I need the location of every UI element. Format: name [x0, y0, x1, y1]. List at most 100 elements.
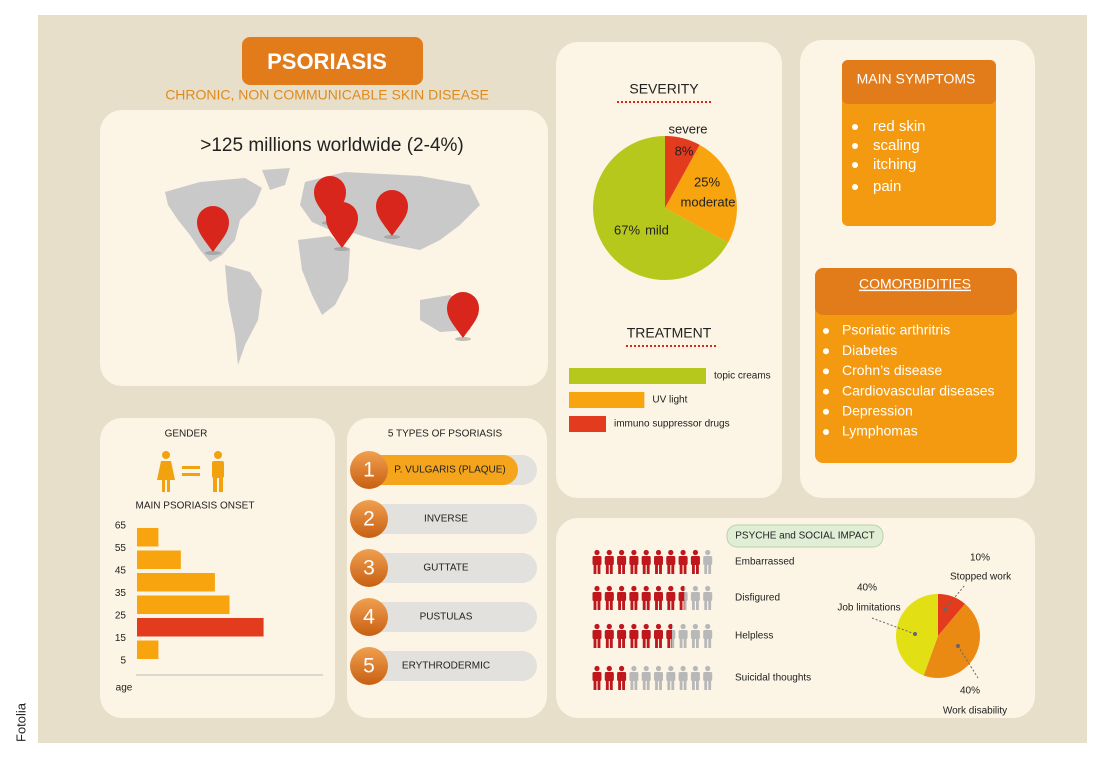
bar-label: immuno suppressor drugs [614, 419, 730, 430]
bullet [852, 162, 858, 168]
y-tick-label: 65 [115, 521, 127, 532]
bar [137, 640, 159, 659]
leader-dot [943, 607, 947, 611]
bullet [852, 184, 858, 190]
slice-label: moderate [681, 194, 736, 209]
treatment-title: TREATMENT [627, 325, 712, 341]
leader-dot [956, 644, 960, 648]
pie-slice [665, 136, 700, 208]
bar-label: UV light [652, 395, 687, 406]
slice-label: Stopped work [950, 572, 1012, 583]
slice-value: 40% [960, 686, 980, 697]
subtitle: CHRONIC, NON COMMUNICABLE SKIN DISEASE [165, 87, 489, 103]
leader-dot [913, 632, 917, 636]
y-tick-label: 5 [120, 656, 126, 667]
symptom: pain [873, 178, 901, 195]
pie-slice [665, 144, 737, 243]
bullet [823, 328, 829, 334]
psyche-title: PSYCHE and SOCIAL IMPACT [735, 531, 875, 542]
type-number: 5 [363, 655, 375, 678]
slice-value: 10% [970, 553, 990, 564]
type-label: ERYTHRODERMIC [402, 661, 490, 672]
title: PSORIASIS [267, 49, 387, 74]
symptom: itching [873, 156, 916, 173]
row-label: Helpless [735, 631, 773, 642]
bullet [823, 348, 829, 355]
slice-value: 8% [675, 143, 694, 158]
comorbidities-header [815, 268, 1017, 315]
row-label: Disfigured [735, 593, 780, 604]
bar [569, 392, 645, 408]
type-number-badge [350, 549, 388, 587]
row-label: Embarrassed [735, 557, 794, 568]
comorbidities-title: COMORBIDITIES [859, 276, 971, 292]
bar [569, 368, 706, 384]
map-caption: >125 millions worldwide (2-4%) [200, 135, 463, 156]
comorbidity: Cardiovascular diseases [842, 382, 995, 398]
axis-label: age [116, 683, 133, 694]
bar [137, 595, 230, 614]
type-number-badge [350, 598, 388, 636]
pie-slice [896, 594, 938, 676]
type-pill [355, 602, 537, 632]
type-number: 3 [363, 557, 375, 580]
gender-card [100, 418, 335, 718]
comorbidity: Lymphomas [842, 423, 918, 439]
type-label: INVERSE [424, 514, 468, 525]
onset-title: MAIN PSORIASIS ONSET [136, 501, 255, 512]
type-number: 4 [363, 606, 375, 629]
symptom: red skin [873, 118, 926, 135]
types-title: 5 TYPES OF PSORIASIS [388, 429, 503, 440]
type-number-badge [350, 647, 388, 685]
title-tab [242, 37, 423, 85]
slice-label: Job limitations [837, 603, 900, 614]
comorbidity: Depression [842, 403, 913, 419]
bullet [823, 368, 829, 375]
y-tick-label: 55 [115, 543, 127, 554]
y-tick-label: 35 [115, 588, 127, 599]
slice-value: 25% [694, 174, 720, 189]
psyche-title-pill [726, 524, 884, 548]
y-tick-label: 15 [115, 633, 127, 644]
comorbidity: Psoriatic arthritris [842, 322, 950, 338]
slice-label: Work disability [943, 706, 1007, 717]
y-tick-label: 45 [115, 566, 127, 577]
gender-title: GENDER [165, 429, 208, 440]
slice-label: mild [645, 222, 669, 237]
bullet [852, 124, 858, 130]
bar [137, 550, 181, 569]
type-label: P. VULGARIS (PLAQUE) [394, 465, 506, 476]
severity-title: SEVERITY [629, 81, 699, 97]
watermark: Fotolia [13, 702, 28, 742]
type-pill [355, 553, 537, 583]
pie-slice [592, 136, 729, 280]
type-number: 1 [363, 459, 375, 482]
comorbidity: Diabetes [842, 342, 897, 358]
bar [137, 573, 215, 592]
gender-icons [157, 451, 224, 492]
bar-label: topic creams [714, 371, 771, 382]
row-label: Suicidal thoughts [735, 673, 811, 684]
bar [137, 618, 264, 637]
bullet [823, 429, 829, 435]
symptoms-title: MAIN SYMPTOMS [857, 71, 976, 87]
type-highlight [362, 455, 518, 485]
type-label: PUSTULAS [420, 612, 473, 623]
pie-slice [938, 594, 965, 636]
type-number-badge [350, 451, 388, 489]
type-number: 2 [363, 508, 375, 531]
comorbidities-box [815, 268, 1017, 463]
type-pill [355, 651, 537, 681]
bullet [823, 408, 829, 415]
pie-slice [923, 603, 981, 679]
type-label: GUTTATE [423, 563, 469, 574]
type-pill [355, 504, 537, 534]
symptoms-header [842, 60, 996, 104]
slice-value: 67% [614, 222, 640, 237]
bullet [852, 143, 858, 149]
bullet [823, 388, 829, 395]
leader-line [944, 584, 966, 610]
slice-label: severe [668, 121, 707, 136]
